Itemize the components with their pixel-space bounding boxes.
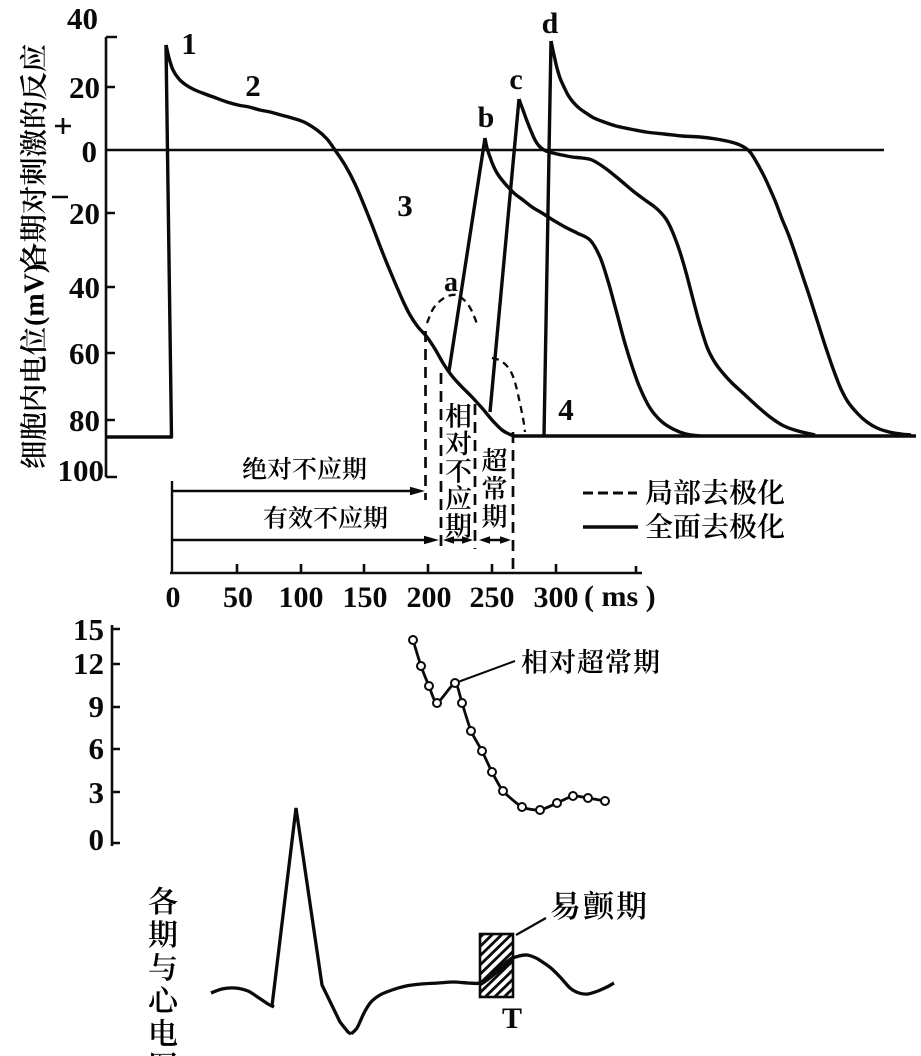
svg-text:50: 50 [223, 581, 253, 614]
svg-text:(mV): (mV) [20, 264, 51, 326]
svg-text:d: d [542, 7, 559, 40]
svg-text:3: 3 [397, 188, 413, 223]
svg-text:0: 0 [82, 134, 98, 169]
svg-text:( ms ): ( ms ) [584, 580, 656, 613]
svg-text:100: 100 [279, 581, 324, 614]
svg-text:12: 12 [73, 646, 104, 681]
svg-text:c: c [509, 63, 522, 96]
svg-text:20: 20 [69, 70, 100, 105]
svg-text:0: 0 [89, 822, 105, 857]
svg-text:a: a [444, 267, 458, 298]
svg-text:300: 300 [534, 581, 579, 614]
svg-text:40: 40 [67, 1, 98, 36]
svg-text:60: 60 [69, 336, 100, 371]
svg-text:40: 40 [69, 270, 100, 305]
svg-text:T: T [502, 1002, 522, 1035]
svg-text:6: 6 [89, 731, 105, 766]
svg-text:0: 0 [166, 581, 181, 614]
svg-text:4: 4 [558, 392, 574, 427]
svg-text:100: 100 [58, 453, 105, 488]
svg-text:200: 200 [407, 581, 452, 614]
svg-text:15: 15 [73, 612, 104, 647]
svg-text:1: 1 [181, 26, 197, 61]
svg-text:b: b [478, 101, 495, 134]
svg-text:80: 80 [69, 403, 100, 438]
svg-text:2: 2 [245, 68, 261, 103]
svg-text:20: 20 [69, 196, 100, 231]
svg-text:150: 150 [343, 581, 388, 614]
svg-text:9: 9 [89, 689, 105, 724]
svg-text:250: 250 [470, 581, 515, 614]
svg-text:3: 3 [89, 775, 105, 810]
